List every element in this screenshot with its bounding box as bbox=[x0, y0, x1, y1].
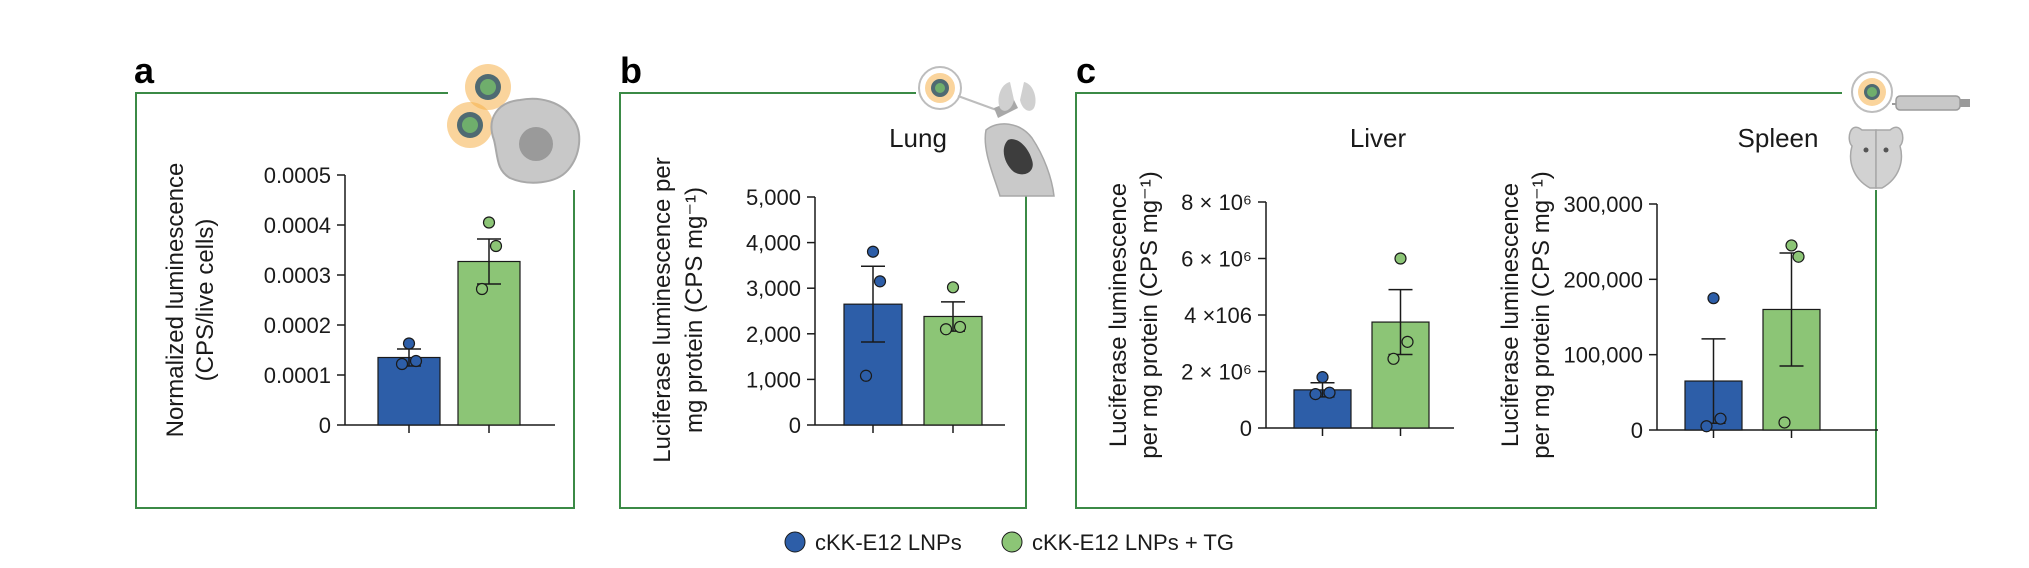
data-point bbox=[873, 275, 887, 288]
legend-marker-cKK-E12-LNPs bbox=[784, 531, 806, 553]
y-tick-label: 6 × 10⁶ bbox=[1181, 247, 1252, 272]
legend: cKK-E12 LNPs cKK-E12 LNPs + TG bbox=[784, 530, 1234, 555]
panel-c-letter: c bbox=[1076, 50, 1096, 91]
data-point bbox=[409, 354, 423, 368]
data-point bbox=[1323, 386, 1336, 399]
y-axis-label: (CPS/live cells) bbox=[192, 219, 219, 382]
data-point bbox=[1778, 416, 1791, 429]
y-tick-label: 0.0003 bbox=[264, 263, 331, 288]
data-point bbox=[1714, 412, 1727, 425]
data-point bbox=[1394, 252, 1407, 265]
chart-title: Liver bbox=[1350, 123, 1407, 153]
data-point bbox=[866, 245, 880, 258]
panel-b-frame bbox=[619, 92, 1027, 509]
legend-marker-cKK-E12-LNPs-TG bbox=[1001, 531, 1023, 553]
panel-a-chart: 0 0.0001 0.0002 0.0003 0.0004 0.0005 Normalize… bbox=[162, 163, 555, 438]
y-axis-label: Luciferase luminescence per bbox=[649, 157, 676, 463]
legend-label-cKK-E12-LNPs-TG: cKK-E12 LNPs + TG bbox=[1032, 530, 1234, 555]
chart-title: Lung bbox=[889, 123, 947, 153]
data-point bbox=[1316, 371, 1329, 384]
nanoparticle-lung-icon bbox=[918, 66, 1055, 197]
data-point bbox=[1309, 388, 1322, 401]
panel-b-chart: 0 1,000 2,000 3,000 4,000 5,000 Lung Luciferase… bbox=[649, 123, 1005, 463]
data-point bbox=[1785, 239, 1798, 252]
panel-a: a 0 0.0001 0.0002 0.0003 0.0004 0.0005 Normali… bbox=[134, 50, 581, 509]
bar bbox=[457, 260, 521, 426]
data-point bbox=[402, 337, 416, 350]
data-point bbox=[946, 281, 960, 294]
data-point bbox=[475, 282, 489, 296]
y-tick-label: 0 bbox=[1240, 416, 1252, 441]
y-tick-label: 0.0005 bbox=[264, 163, 331, 188]
panel-c-frame bbox=[1075, 92, 1877, 509]
data-point bbox=[395, 357, 409, 371]
y-tick-label: 0.0001 bbox=[264, 363, 331, 388]
data-point bbox=[953, 320, 967, 334]
data-point bbox=[939, 323, 953, 336]
panel-a-frame bbox=[135, 92, 575, 509]
panel-b-letter: b bbox=[620, 50, 642, 91]
y-tick-label: 0 bbox=[789, 413, 801, 438]
y-tick-label: 0 bbox=[1631, 418, 1643, 443]
nanoparticle-cell-icon bbox=[447, 64, 581, 184]
y-tick-label: 200,000 bbox=[1563, 267, 1643, 292]
y-tick-label: 4,000 bbox=[746, 231, 801, 256]
y-tick-label: 0.0002 bbox=[264, 313, 331, 338]
y-tick-label: 0 bbox=[319, 413, 331, 438]
data-point bbox=[489, 239, 503, 253]
panel-b: b 0 1,000 2,000 3,000 4,000 5,000 Lung Lucifera… bbox=[619, 50, 1055, 509]
panel-c: c 0 2 × 10⁶ 4 ×106 6 × 10⁶ 8 × 10⁶ Liver Lucif… bbox=[1075, 50, 1970, 509]
panel-c-liver-chart: 0 2 × 10⁶ 4 ×106 6 × 10⁶ 8 × 10⁶ Liver Lucifer… bbox=[1105, 123, 1454, 459]
y-axis-label: per mg protein (CPS mg⁻¹) bbox=[1136, 171, 1163, 458]
y-tick-label: 2 × 10⁶ bbox=[1181, 360, 1252, 385]
panel-a-letter: a bbox=[134, 50, 155, 91]
data-point bbox=[859, 369, 873, 382]
y-tick-label: 3,000 bbox=[746, 276, 801, 301]
y-tick-label: 4 ×106 bbox=[1184, 303, 1252, 328]
y-axis-label: mg protein (CPS mg⁻¹) bbox=[681, 187, 708, 433]
y-tick-label: 100,000 bbox=[1563, 343, 1643, 368]
chart-title: Spleen bbox=[1738, 123, 1819, 153]
bar bbox=[923, 315, 983, 426]
data-point bbox=[1700, 420, 1713, 433]
y-tick-label: 5,000 bbox=[746, 185, 801, 210]
nanoparticle-mouse-icon bbox=[1848, 71, 1970, 189]
data-point bbox=[1707, 292, 1720, 305]
y-axis-label: Normalized luminescence bbox=[162, 163, 189, 438]
bar bbox=[377, 356, 441, 426]
data-point bbox=[1792, 250, 1805, 263]
y-axis-label: per mg protein (CPS mg⁻¹) bbox=[1528, 171, 1555, 458]
y-axis-label: Luciferase luminescence bbox=[1105, 183, 1132, 447]
legend-label-cKK-E12-LNPs: cKK-E12 LNPs bbox=[815, 530, 962, 555]
data-point bbox=[1387, 352, 1400, 365]
panel-c-spleen-chart: 0 100,000 200,000 300,000 Spleen Luciferase l… bbox=[1497, 123, 1878, 459]
y-tick-label: 0.0004 bbox=[264, 213, 331, 238]
y-tick-label: 8 × 10⁶ bbox=[1181, 190, 1252, 215]
y-tick-label: 300,000 bbox=[1563, 192, 1643, 217]
y-tick-label: 1,000 bbox=[746, 367, 801, 392]
y-axis-label: Luciferase luminescence bbox=[1497, 183, 1524, 447]
data-point bbox=[482, 216, 496, 229]
data-point bbox=[1401, 335, 1414, 348]
y-tick-label: 2,000 bbox=[746, 322, 801, 347]
